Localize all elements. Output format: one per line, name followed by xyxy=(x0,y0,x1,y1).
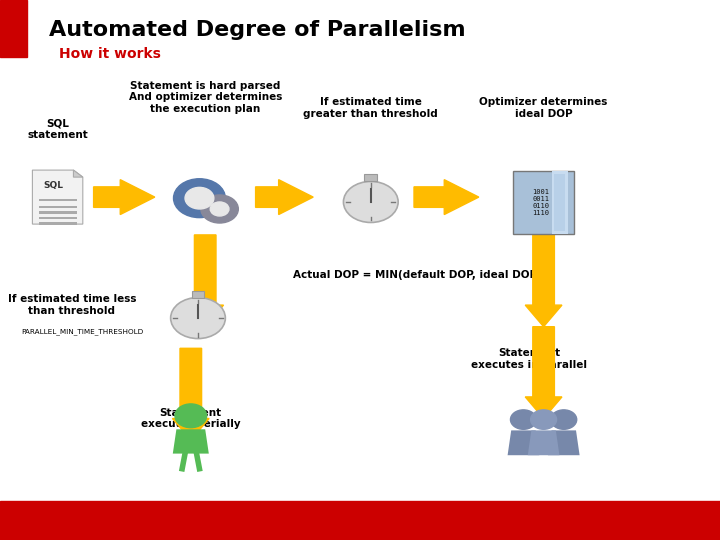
Polygon shape xyxy=(32,170,83,224)
Text: PARALLEL_MIN_TIME_THRESHOLD: PARALLEL_MIN_TIME_THRESHOLD xyxy=(22,329,144,335)
Bar xyxy=(39,211,76,214)
Bar xyxy=(552,172,568,233)
Text: Automated Degree of Parallelism: Automated Degree of Parallelism xyxy=(49,19,466,40)
Text: SQL
statement: SQL statement xyxy=(27,119,88,140)
Polygon shape xyxy=(173,429,209,454)
Bar xyxy=(39,222,76,225)
Text: If estimated time
greater than threshold: If estimated time greater than threshold xyxy=(303,97,438,119)
Circle shape xyxy=(171,298,225,339)
Text: SQL: SQL xyxy=(43,181,63,190)
Circle shape xyxy=(510,410,536,429)
FancyArrow shape xyxy=(186,235,223,327)
Polygon shape xyxy=(528,430,559,455)
Text: How it works: How it works xyxy=(59,47,161,61)
Bar xyxy=(192,291,204,298)
FancyBboxPatch shape xyxy=(513,172,575,233)
Text: Statement is hard parsed
And optimizer determines
the execution plan: Statement is hard parsed And optimizer d… xyxy=(128,80,282,114)
Text: If estimated time less
than threshold: If estimated time less than threshold xyxy=(8,294,136,316)
Polygon shape xyxy=(548,430,580,455)
Text: Actual DOP = MIN(default DOP, ideal DOP): Actual DOP = MIN(default DOP, ideal DOP) xyxy=(293,271,542,280)
FancyArrow shape xyxy=(94,180,155,214)
Circle shape xyxy=(174,179,225,218)
FancyArrow shape xyxy=(256,180,313,214)
Polygon shape xyxy=(73,170,83,177)
Text: Statement
executes in parallel: Statement executes in parallel xyxy=(471,348,588,370)
Circle shape xyxy=(551,410,577,429)
Text: Optimizer determines
ideal DOP: Optimizer determines ideal DOP xyxy=(480,97,608,119)
FancyArrow shape xyxy=(414,180,479,214)
Circle shape xyxy=(343,181,398,222)
Bar xyxy=(39,217,76,219)
Bar xyxy=(364,174,377,181)
Bar xyxy=(554,174,565,231)
Circle shape xyxy=(531,410,557,429)
FancyArrow shape xyxy=(526,327,562,418)
Bar xyxy=(39,199,76,201)
Bar xyxy=(39,206,76,208)
Circle shape xyxy=(185,187,214,209)
Circle shape xyxy=(201,195,238,223)
FancyArrow shape xyxy=(526,235,562,327)
Circle shape xyxy=(175,404,207,428)
Text: ORACLE®: ORACLE® xyxy=(607,514,682,528)
FancyArrow shape xyxy=(173,348,210,440)
Text: 1001
0011
0110
1110: 1001 0011 0110 1110 xyxy=(532,189,549,216)
Circle shape xyxy=(210,202,229,216)
Polygon shape xyxy=(508,430,539,455)
Text: Statement
executes serially: Statement executes serially xyxy=(141,408,240,429)
